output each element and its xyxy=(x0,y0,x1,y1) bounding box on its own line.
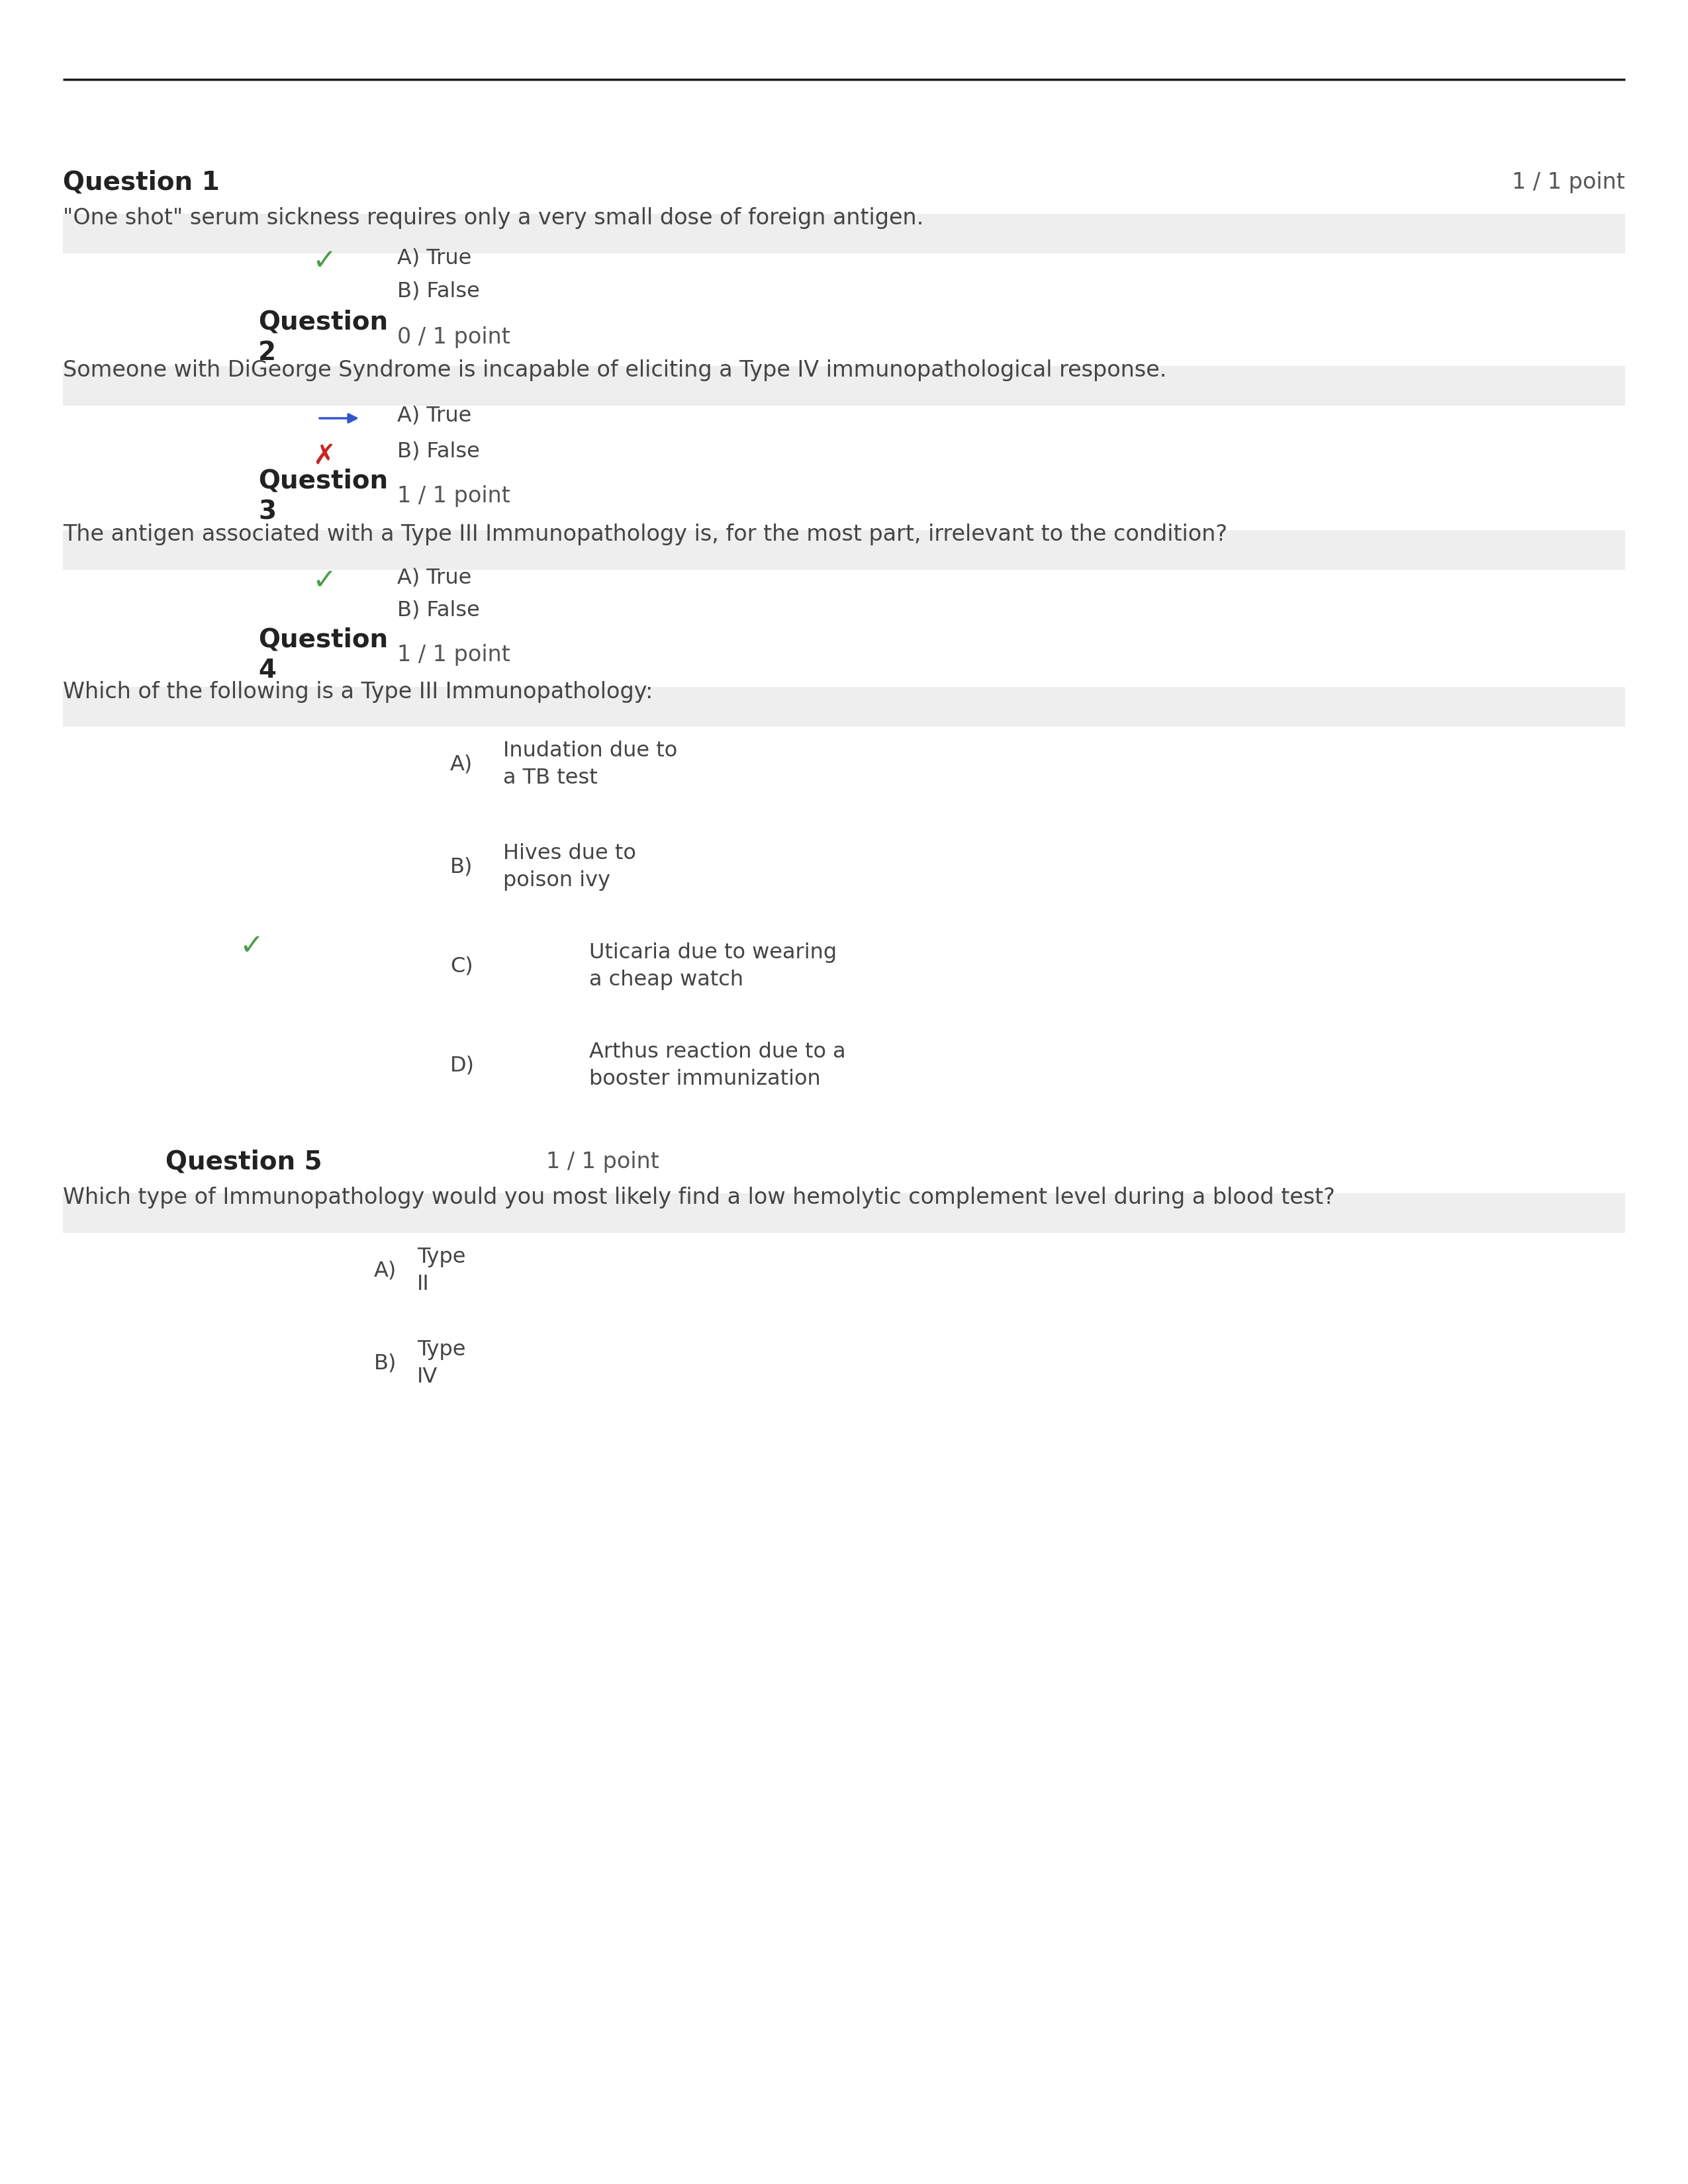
Text: Question 5: Question 5 xyxy=(165,1149,322,1175)
Text: B): B) xyxy=(451,856,473,878)
Bar xyxy=(62,531,1626,570)
Text: Question
4: Question 4 xyxy=(258,627,388,684)
Text: B): B) xyxy=(375,1354,397,1374)
Text: Hives due to
poison ivy: Hives due to poison ivy xyxy=(503,843,636,891)
Bar xyxy=(62,214,1626,253)
Text: 1 / 1 point: 1 / 1 point xyxy=(397,485,510,507)
Text: ✓: ✓ xyxy=(312,568,336,596)
Text: 0 / 1 point: 0 / 1 point xyxy=(397,328,510,349)
Text: C): C) xyxy=(451,957,473,976)
Text: B) False: B) False xyxy=(397,601,479,620)
Text: The antigen associated with a Type III Immunopathology is, for the most part, ir: The antigen associated with a Type III I… xyxy=(62,524,1227,546)
Text: A): A) xyxy=(375,1260,397,1282)
Text: B) False: B) False xyxy=(397,282,479,301)
Text: Type
II: Type II xyxy=(417,1247,466,1295)
Text: ✓: ✓ xyxy=(312,247,336,275)
Bar xyxy=(62,367,1626,406)
Text: Question 1: Question 1 xyxy=(62,170,219,194)
Text: Someone with DiGeorge Syndrome is incapable of eliciting a Type IV immunopatholo: Someone with DiGeorge Syndrome is incapa… xyxy=(62,360,1166,382)
Text: A): A) xyxy=(451,753,473,775)
Text: Which of the following is a Type III Immunopathology:: Which of the following is a Type III Imm… xyxy=(62,681,653,703)
Text: "One shot" serum sickness requires only a very small dose of foreign antigen.: "One shot" serum sickness requires only … xyxy=(62,207,923,229)
Text: A) True: A) True xyxy=(397,568,471,587)
Text: 1 / 1 point: 1 / 1 point xyxy=(397,644,510,666)
Text: 1 / 1 point: 1 / 1 point xyxy=(1512,170,1626,192)
Text: Uticaria due to wearing
a cheap watch: Uticaria due to wearing a cheap watch xyxy=(589,943,837,989)
Text: Question
2: Question 2 xyxy=(258,310,388,365)
Text: Inudation due to
a TB test: Inudation due to a TB test xyxy=(503,740,677,788)
Text: A) True: A) True xyxy=(397,247,471,269)
Text: Type
IV: Type IV xyxy=(417,1339,466,1387)
Bar xyxy=(62,688,1626,727)
Text: 1 / 1 point: 1 / 1 point xyxy=(547,1151,658,1173)
Text: ✓: ✓ xyxy=(240,933,263,961)
Bar xyxy=(62,1192,1626,1234)
Text: B) False: B) False xyxy=(397,441,479,461)
Text: Arthus reaction due to a
booster immunization: Arthus reaction due to a booster immuniz… xyxy=(589,1042,846,1090)
Text: Question
3: Question 3 xyxy=(258,467,388,524)
Text: D): D) xyxy=(451,1055,474,1077)
Text: ✗: ✗ xyxy=(312,443,336,470)
Text: Which type of Immunopathology would you most likely find a low hemolytic complem: Which type of Immunopathology would you … xyxy=(62,1186,1335,1208)
Text: A) True: A) True xyxy=(397,406,471,426)
